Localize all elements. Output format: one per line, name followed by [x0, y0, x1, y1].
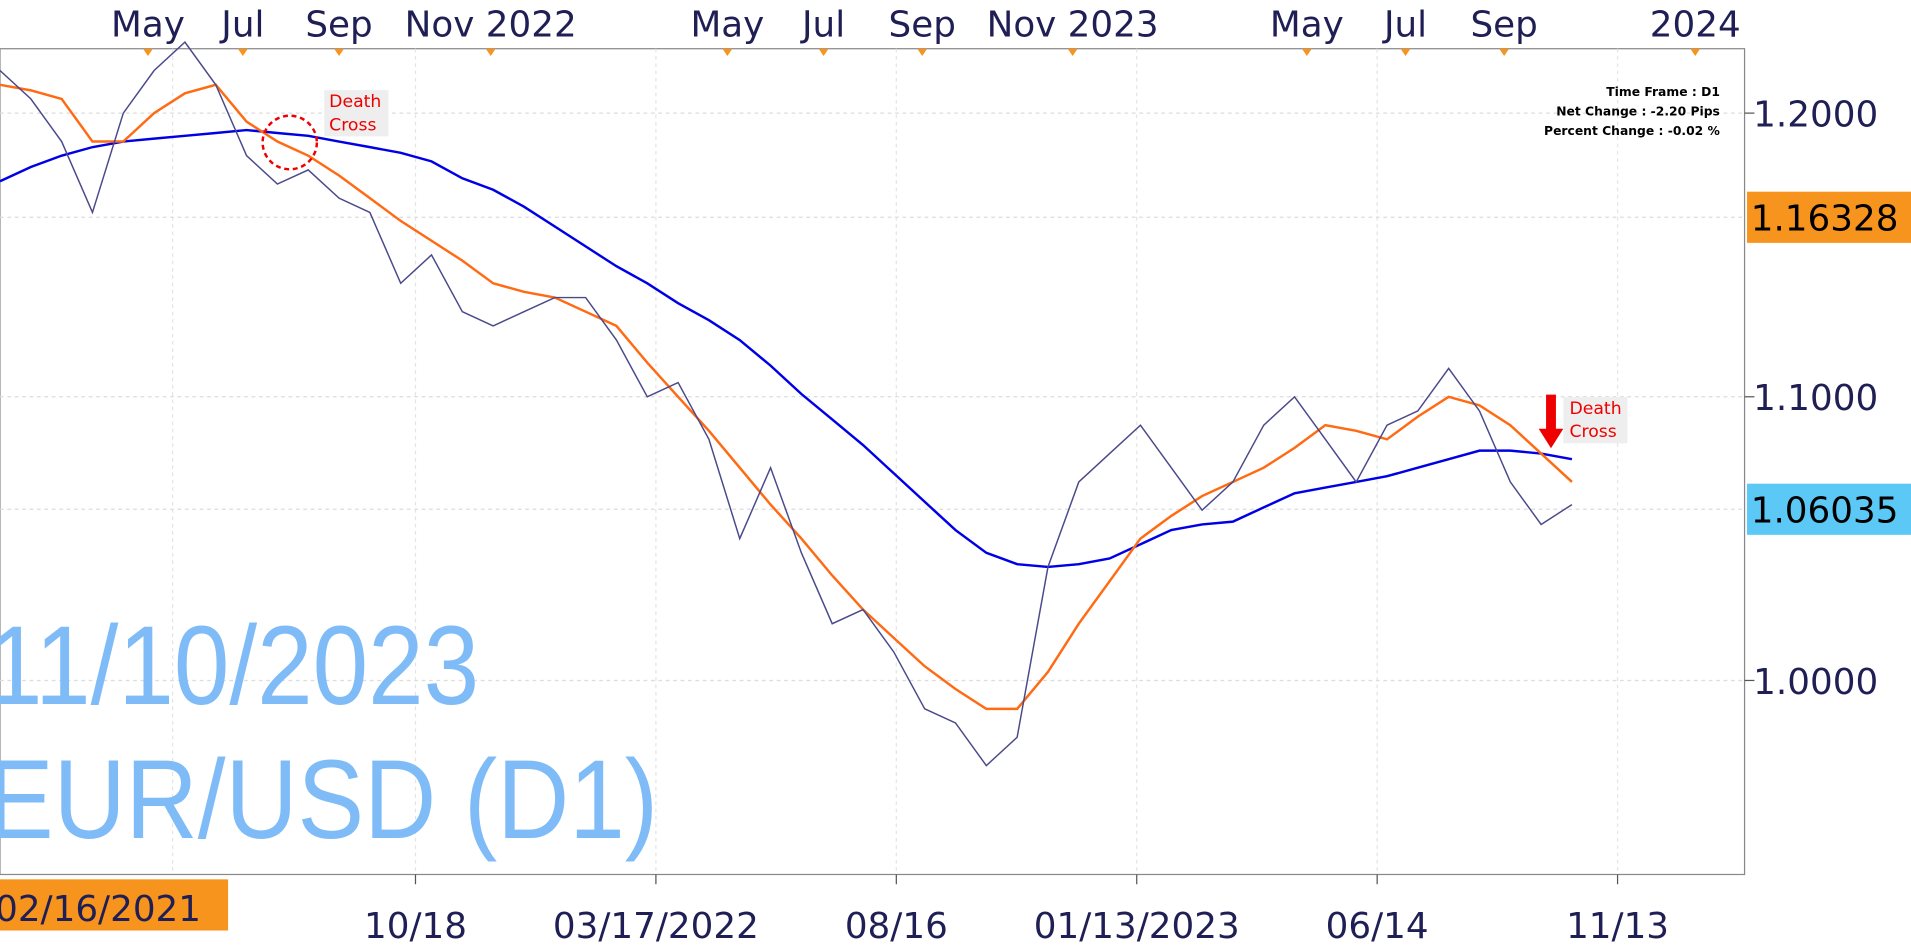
price-label-box — [1747, 483, 1911, 535]
annotation-text: Death — [1569, 399, 1621, 419]
top-axis-label: Sep — [1470, 5, 1537, 46]
info-line: Time Frame : D1 — [1606, 85, 1720, 99]
series-line — [0, 41, 1573, 767]
info-line: Percent Change : -0.02 % — [1544, 124, 1720, 138]
top-axis-marker — [237, 48, 248, 57]
top-axis-label: Jul — [800, 5, 845, 46]
top-axis-marker — [917, 48, 928, 57]
top-axis-label: Sep — [305, 5, 372, 46]
annotation-bg — [324, 90, 389, 137]
price-label-box — [1747, 191, 1911, 243]
annotation-text: Cross — [1569, 422, 1616, 442]
death-cross-circle — [261, 114, 319, 171]
top-axis-label: Jul — [219, 5, 264, 46]
plot-area — [0, 48, 1746, 876]
y-tick-label: 1.2000 — [1753, 95, 1878, 136]
top-axis-marker — [485, 48, 496, 57]
top-axis-marker — [722, 48, 733, 57]
top-axis-marker — [1400, 48, 1411, 57]
bottom-axis-label: 11/13 — [1566, 906, 1669, 947]
top-axis-marker — [818, 48, 829, 57]
cursor-date-box — [0, 879, 229, 931]
annotation: Death Cross — [329, 92, 381, 135]
top-axis-label: Nov 2023 — [987, 5, 1159, 46]
bottom-axis-label: 06/14 — [1326, 906, 1429, 947]
info-line: Net Change : -2.20 Pips — [1556, 105, 1720, 119]
top-axis-marker — [1067, 48, 1078, 57]
series-line — [0, 83, 1573, 711]
watermark: 11/10/2023 EUR/USD (D1) — [0, 604, 658, 863]
top-axis-marker — [1301, 48, 1312, 57]
top-axis-label: May — [111, 5, 185, 46]
top-axis-label: Jul — [1382, 5, 1427, 46]
top-axis-label: Sep — [889, 5, 956, 46]
top-axis-marker — [143, 48, 153, 57]
bottom-axis-label: 01/13/2023 — [1034, 906, 1240, 947]
annotation-bg — [1563, 397, 1628, 444]
annotation-text: Death — [329, 92, 381, 112]
price-label: 1.06035 — [1751, 491, 1899, 532]
info-box: Time Frame : D1 Net Change : -2.20 Pips … — [1544, 85, 1720, 138]
bottom-axis-label: 08/16 — [845, 906, 948, 947]
y-tick-label: 1.0000 — [1753, 662, 1878, 703]
top-axis-label: May — [690, 5, 764, 46]
top-axis-marker — [1690, 48, 1701, 57]
top-axis-marker — [334, 48, 344, 57]
top-axis-label: Nov 2022 — [405, 5, 577, 46]
price-label: 1.16328 — [1751, 199, 1899, 240]
bottom-axis-label: 10/18 — [364, 906, 467, 947]
watermark-date: 11/10/2023 — [0, 604, 479, 729]
death-cross-arrow — [1538, 394, 1564, 449]
annotation-text: Cross — [329, 115, 376, 135]
cursor-date: 02/16/2021 — [0, 889, 201, 930]
bottom-axis-label: 03/17/2022 — [553, 906, 759, 947]
watermark-symbol: EUR/USD (D1) — [0, 738, 658, 863]
top-axis-marker — [1499, 48, 1510, 57]
annotation: Death Cross — [1569, 399, 1621, 442]
y-tick-label: 1.1000 — [1753, 378, 1878, 419]
top-axis-label: May — [1270, 5, 1344, 46]
top-axis-label: 2024 — [1650, 5, 1741, 46]
